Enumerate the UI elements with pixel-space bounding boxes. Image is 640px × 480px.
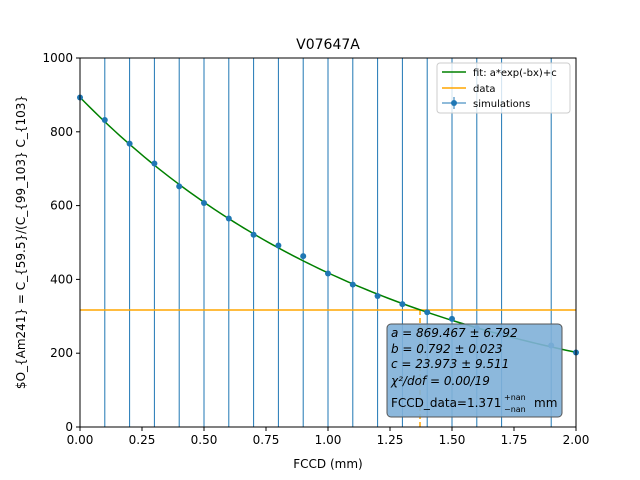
x-tick-label-8: 2.00	[563, 433, 590, 447]
annotation-fccd-sub: −nan	[504, 405, 526, 414]
y-axis-label: $O_{Am241} = C_{59.5}/(C_{99_103} C_{103…	[14, 95, 28, 389]
y-tick-label-4: 800	[50, 125, 73, 139]
simulation-point-2	[126, 140, 133, 147]
annotation-fccd-unit: mm	[534, 396, 557, 410]
simulation-point-12	[374, 293, 381, 300]
simulation-point-3	[151, 160, 158, 167]
x-tick-label-6: 1.50	[439, 433, 466, 447]
simulation-point-8	[275, 242, 282, 249]
annotation-fccd-prefix: FCCD_data=1.371	[391, 396, 501, 410]
legend-label-data: data	[473, 84, 496, 95]
x-tick-label-1: 0.25	[129, 433, 156, 447]
legend-label-fit: fit: a*exp(-bx)+c	[473, 68, 557, 79]
simulation-point-9	[300, 253, 307, 260]
simulation-point-6	[225, 215, 232, 222]
legend-label-simulations: simulations	[473, 99, 530, 110]
y-tick-label-2: 400	[50, 272, 73, 286]
y-tick-label-1: 200	[50, 346, 73, 360]
simulation-point-5	[201, 200, 207, 207]
annotation-b: b = 0.792 ± 0.023	[391, 342, 503, 356]
y-tick-label-3: 600	[50, 199, 73, 213]
simulation-points	[77, 94, 579, 356]
annotation-fccd: FCCD_data=1.371	[391, 396, 501, 410]
chart-title: V07647A	[296, 37, 360, 53]
simulation-point-1	[101, 116, 108, 123]
annotation-a: a = 869.467 ± 6.792	[391, 326, 518, 340]
simulation-point-7	[250, 231, 257, 238]
simulation-point-4	[176, 183, 183, 190]
x-tick-label-4: 1.00	[315, 433, 342, 447]
x-axis-ticks: 0.00 0.25 0.50 0.75 1.00 1.25 1.50 1.75 2.00	[67, 427, 590, 447]
simulation-point-15	[449, 315, 455, 322]
x-axis-label: FCCD (mm)	[293, 457, 362, 471]
y-tick-label-0: 0	[65, 420, 73, 434]
simulation-point-14	[424, 309, 431, 316]
fit-annotation: a = 869.467 ± 6.792 b = 0.792 ± 0.023 c …	[386, 323, 563, 418]
annotation-box	[386, 323, 563, 418]
annotation-fccd-sup: +nan	[504, 393, 526, 402]
annotation-chi: χ²/dof = 0.00/19	[390, 374, 490, 388]
x-tick-label-0: 0.00	[67, 433, 94, 447]
x-tick-label-5: 1.25	[377, 433, 404, 447]
annotation-c: c = 23.973 ± 9.511	[391, 357, 509, 371]
legend-swatch-simulations-marker	[451, 100, 457, 106]
y-tick-label-5: 1000	[42, 51, 73, 65]
simulation-point-11	[349, 281, 356, 288]
simulation-point-13	[399, 301, 406, 308]
legend: fit: a*exp(-bx)+c data simulations	[436, 62, 571, 114]
x-tick-label-7: 1.75	[501, 433, 528, 447]
y-axis-ticks: 0 200 400 600 800 1000	[42, 51, 80, 434]
x-tick-label-3: 0.75	[253, 433, 280, 447]
simulation-point-10	[325, 270, 331, 277]
legend-box	[436, 62, 571, 114]
x-tick-label-2: 0.50	[191, 433, 218, 447]
